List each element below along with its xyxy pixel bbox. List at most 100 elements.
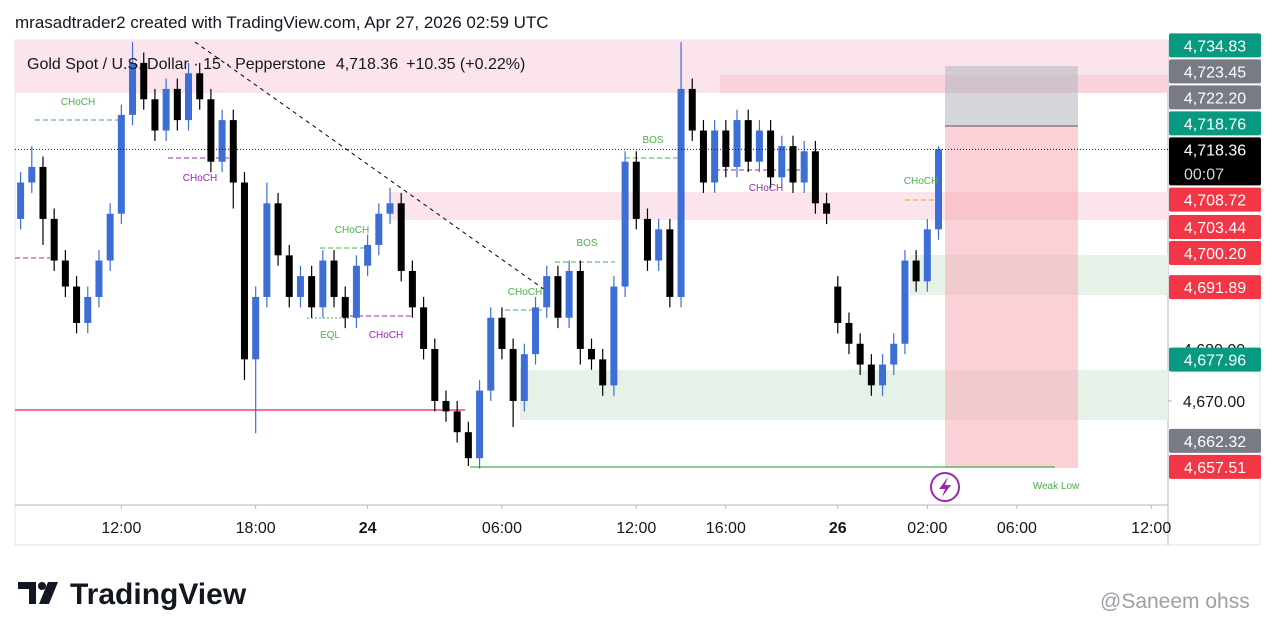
candle-body bbox=[711, 130, 719, 183]
candle-body bbox=[688, 88, 696, 131]
price-label-box bbox=[1169, 347, 1261, 372]
candle-body bbox=[543, 276, 551, 308]
candle-body bbox=[95, 260, 103, 297]
annotation: CHoCH bbox=[749, 183, 783, 194]
price-label: 4,708.72 bbox=[1184, 193, 1246, 210]
x-tick-label: 06:00 bbox=[482, 520, 522, 537]
annotation: CHoCH bbox=[183, 173, 217, 184]
candle-body bbox=[61, 260, 69, 287]
price-label-box bbox=[1169, 85, 1261, 110]
candle-body bbox=[912, 260, 920, 282]
candle-body bbox=[296, 276, 304, 297]
candle-body bbox=[464, 432, 472, 459]
candle-body bbox=[117, 114, 125, 214]
candle-body bbox=[778, 146, 786, 178]
annotation: BOS bbox=[642, 135, 663, 146]
price-label-box bbox=[1169, 454, 1261, 479]
candle-body bbox=[923, 229, 931, 282]
candle-body bbox=[901, 260, 909, 344]
candle-body bbox=[252, 296, 260, 360]
candle-body bbox=[487, 317, 495, 391]
candle-body bbox=[17, 182, 25, 219]
candle-body bbox=[240, 182, 248, 360]
candle-body bbox=[263, 203, 271, 297]
legend-price: 4,718.36 bbox=[336, 56, 398, 73]
x-tick-label: 24 bbox=[359, 520, 377, 537]
candle-body bbox=[621, 161, 629, 287]
candles bbox=[15, 42, 1168, 469]
watermark: @Saneem ohss bbox=[1100, 590, 1250, 613]
candle-body bbox=[755, 130, 763, 162]
price-label: 4,703.44 bbox=[1184, 220, 1246, 237]
candle-body bbox=[140, 62, 148, 100]
candle-body bbox=[50, 218, 58, 261]
candle-body bbox=[789, 146, 797, 183]
candle-body bbox=[867, 364, 875, 386]
x-tick-label: 16:00 bbox=[706, 520, 746, 537]
candle-body bbox=[341, 296, 349, 318]
alert-icon[interactable] bbox=[930, 472, 960, 502]
candle-body bbox=[453, 411, 461, 433]
candle-body bbox=[588, 348, 595, 360]
candle-body bbox=[319, 260, 327, 308]
x-tick-label: 12:00 bbox=[101, 520, 141, 537]
price-label: 4,723.45 bbox=[1184, 64, 1246, 81]
logo-mark bbox=[39, 582, 58, 604]
candle-body bbox=[386, 203, 394, 214]
legend-title: Gold Spot / U.S. Dollar · 15 · Peppersto… bbox=[27, 56, 326, 73]
candle-body bbox=[509, 348, 517, 401]
axes: 12:00 18:00 24 06:00 12:00 16:00 26 02:00 06:00 1… bbox=[101, 33, 1261, 537]
candle-body bbox=[532, 307, 540, 355]
candle-body bbox=[28, 166, 36, 183]
candle-body bbox=[274, 203, 282, 256]
candle-body bbox=[599, 359, 607, 386]
x-tick-label: 26 bbox=[829, 520, 847, 537]
annotation: CHoCH bbox=[369, 330, 403, 341]
candle-body bbox=[162, 88, 170, 131]
candle-body bbox=[935, 149, 943, 230]
annotations: CHoCH CHoCH CHoCH EQL CHoCH CHoCH BOS BO… bbox=[61, 97, 1080, 492]
candle-body bbox=[73, 286, 81, 323]
logo-mark bbox=[18, 582, 36, 604]
candle-body bbox=[811, 151, 819, 204]
price-label: 4,700.20 bbox=[1184, 246, 1246, 263]
price-label-box bbox=[1169, 111, 1261, 136]
annotation: CHoCH bbox=[335, 225, 369, 236]
price-label-box bbox=[1169, 275, 1261, 300]
price-label-box bbox=[1169, 215, 1261, 240]
candle-body bbox=[699, 130, 707, 183]
x-tick-label: 12:00 bbox=[616, 520, 656, 537]
candle-body bbox=[185, 73, 193, 121]
y-tick-label: 4,670.00 bbox=[1183, 394, 1245, 411]
price-label: 4,722.20 bbox=[1184, 90, 1246, 107]
candle-body bbox=[442, 400, 450, 412]
price-label-box bbox=[1169, 59, 1261, 84]
candle-body bbox=[207, 99, 215, 162]
price-label-box bbox=[1169, 33, 1261, 58]
candle-body bbox=[420, 307, 428, 349]
legend-change: +10.35 (+0.22%) bbox=[406, 56, 525, 73]
candle-body bbox=[196, 73, 204, 100]
candle-body bbox=[151, 99, 159, 131]
x-tick-label: 12:00 bbox=[1131, 520, 1171, 537]
candle-body bbox=[677, 88, 685, 297]
candle-body bbox=[408, 270, 416, 308]
legend: Gold Spot / U.S. Dollar · 15 · Peppersto… bbox=[27, 56, 525, 73]
x-tick-label: 18:00 bbox=[236, 520, 276, 537]
candle-body bbox=[308, 276, 316, 308]
candle-body bbox=[823, 203, 831, 214]
alert-bolt bbox=[939, 477, 951, 497]
candle-body bbox=[610, 286, 618, 386]
candle-body bbox=[229, 120, 237, 183]
logo-mark bbox=[38, 582, 46, 590]
annotation: Weak Low bbox=[1033, 481, 1080, 492]
candle-body bbox=[767, 130, 775, 178]
candle-body bbox=[576, 270, 584, 349]
candle-body bbox=[397, 203, 405, 271]
candle-body bbox=[106, 213, 114, 261]
candle-body bbox=[129, 62, 137, 115]
candle-body bbox=[722, 130, 730, 167]
zones bbox=[15, 40, 1168, 468]
